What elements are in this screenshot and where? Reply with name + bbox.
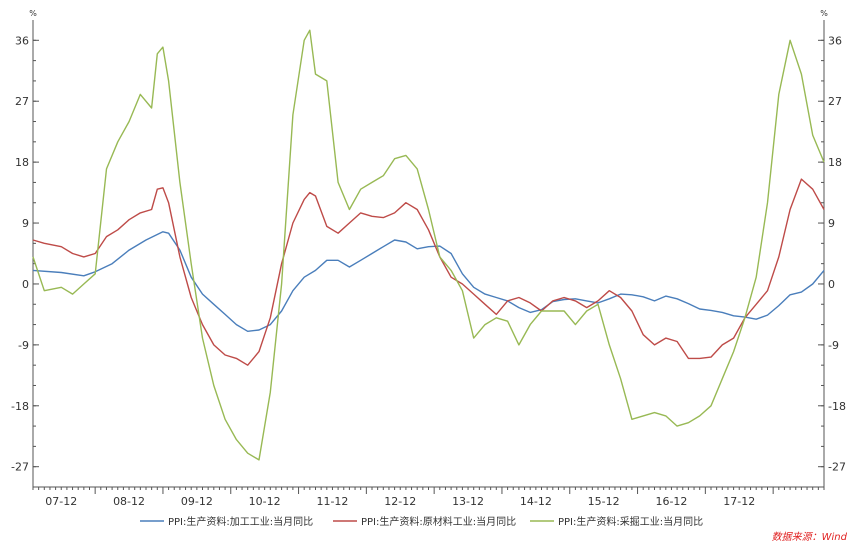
y-tick-label-right: 9 bbox=[828, 217, 835, 230]
x-tick-label: 12-12 bbox=[384, 495, 416, 508]
x-tick-label: 14-12 bbox=[520, 495, 552, 508]
y-tick-label-right: 27 bbox=[828, 95, 842, 108]
y-tick-label-left: -27 bbox=[11, 461, 29, 474]
x-tick-label: 15-12 bbox=[588, 495, 620, 508]
x-tick-label: 07-12 bbox=[45, 495, 77, 508]
x-tick-label: 11-12 bbox=[316, 495, 348, 508]
processing-industry-line bbox=[32, 231, 825, 332]
legend-label: PPI:生产资料:采掘工业:当月同比 bbox=[558, 515, 703, 528]
x-tick-label: 16-12 bbox=[655, 495, 687, 508]
legend-item-mining: PPI:生产资料:采掘工业:当月同比 bbox=[530, 515, 703, 528]
series-lines bbox=[32, 29, 825, 461]
mining-industry-line bbox=[32, 29, 825, 461]
legend-item-raw-materials: PPI:生产资料:原材料工业:当月同比 bbox=[333, 515, 516, 528]
raw-materials-industry-line bbox=[32, 178, 825, 366]
x-tick-label: 10-12 bbox=[249, 495, 281, 508]
y-tick-label-left: 0 bbox=[22, 278, 29, 291]
y-tick-label-left: 18 bbox=[15, 156, 29, 169]
y-tick-label-right: -18 bbox=[828, 400, 846, 413]
x-tick-label: 17-12 bbox=[723, 495, 755, 508]
x-tick-label: 09-12 bbox=[181, 495, 213, 508]
legend-label: PPI:生产资料:原材料工业:当月同比 bbox=[361, 515, 516, 528]
legend: PPI:生产资料:加工工业:当月同比 PPI:生产资料:原材料工业:当月同比 PPI… bbox=[140, 515, 703, 528]
y-tick-label-left: 9 bbox=[22, 217, 29, 230]
x-tick-label: 08-12 bbox=[113, 495, 145, 508]
y-tick-label-right: 18 bbox=[828, 156, 842, 169]
legend-label: PPI:生产资料:加工工业:当月同比 bbox=[168, 515, 313, 528]
y-tick-label-right: 36 bbox=[828, 34, 842, 47]
y-tick-label-left: -18 bbox=[11, 400, 29, 413]
x-tick-label: 13-12 bbox=[452, 495, 484, 508]
y-tick-label-left: -9 bbox=[18, 339, 29, 352]
left-unit-label: % bbox=[29, 9, 37, 18]
source-label: 数据来源：Wind bbox=[772, 531, 848, 543]
y-tick-label-right: 0 bbox=[828, 278, 835, 291]
legend-item-processing: PPI:生产资料:加工工业:当月同比 bbox=[140, 515, 313, 528]
y-tick-label-right: -27 bbox=[828, 461, 846, 474]
axes: 36 36 27 27 18 18 9 9 0 0 -9 -9 -18 -18 -27 -27 07-12 08-… bbox=[11, 20, 846, 508]
y-tick-label-left: 27 bbox=[15, 95, 29, 108]
right-unit-label: % bbox=[820, 9, 828, 18]
y-tick-label-left: 36 bbox=[15, 34, 29, 47]
y-tick-label-right: -9 bbox=[828, 339, 839, 352]
